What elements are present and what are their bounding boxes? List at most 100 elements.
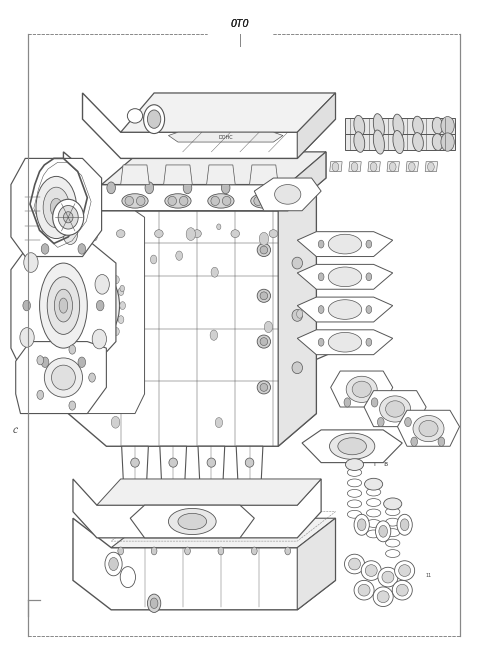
Ellipse shape (43, 187, 70, 228)
Ellipse shape (413, 116, 423, 135)
Ellipse shape (352, 381, 371, 397)
Circle shape (269, 182, 278, 194)
Circle shape (210, 330, 217, 340)
Ellipse shape (231, 230, 240, 238)
Circle shape (318, 240, 324, 248)
Circle shape (24, 253, 38, 273)
Circle shape (221, 182, 230, 194)
Ellipse shape (84, 246, 91, 254)
Ellipse shape (292, 362, 302, 374)
Ellipse shape (364, 478, 383, 490)
Ellipse shape (432, 117, 443, 134)
Circle shape (82, 390, 88, 398)
Polygon shape (206, 165, 235, 185)
Polygon shape (297, 264, 393, 289)
Circle shape (358, 519, 366, 531)
Circle shape (82, 285, 88, 293)
Ellipse shape (84, 292, 91, 300)
Polygon shape (297, 330, 393, 355)
Polygon shape (254, 178, 321, 211)
Ellipse shape (130, 194, 159, 208)
Ellipse shape (392, 580, 412, 600)
Ellipse shape (44, 358, 83, 397)
Polygon shape (73, 518, 336, 610)
Polygon shape (111, 518, 336, 548)
Ellipse shape (95, 294, 108, 317)
Circle shape (99, 338, 105, 346)
Circle shape (120, 285, 124, 292)
Polygon shape (164, 165, 192, 185)
Circle shape (92, 285, 97, 293)
Circle shape (150, 255, 157, 264)
Polygon shape (97, 479, 321, 505)
Ellipse shape (125, 196, 133, 206)
Ellipse shape (354, 132, 365, 152)
Ellipse shape (329, 433, 375, 459)
Ellipse shape (180, 196, 188, 206)
Ellipse shape (382, 571, 394, 583)
Text: DOHC: DOHC (218, 135, 233, 140)
Text: OTO: OTO (230, 19, 250, 29)
Ellipse shape (395, 560, 415, 580)
Ellipse shape (365, 564, 377, 576)
Ellipse shape (377, 591, 389, 602)
Circle shape (176, 251, 182, 260)
Circle shape (95, 275, 109, 294)
Polygon shape (11, 158, 102, 256)
Polygon shape (11, 244, 116, 368)
Circle shape (78, 302, 84, 309)
Circle shape (252, 547, 257, 555)
Circle shape (318, 338, 324, 346)
Polygon shape (168, 132, 283, 142)
Circle shape (37, 390, 44, 399)
Circle shape (397, 514, 412, 535)
Ellipse shape (207, 458, 216, 467)
Ellipse shape (169, 458, 178, 467)
Circle shape (109, 558, 118, 570)
Circle shape (211, 267, 218, 277)
Circle shape (37, 355, 44, 365)
Ellipse shape (251, 194, 277, 208)
Circle shape (82, 338, 88, 346)
Polygon shape (102, 152, 326, 185)
Circle shape (151, 547, 157, 555)
Ellipse shape (338, 438, 366, 455)
Circle shape (375, 521, 391, 542)
Circle shape (78, 357, 85, 367)
Circle shape (120, 566, 135, 587)
Ellipse shape (81, 381, 94, 394)
Polygon shape (120, 93, 336, 132)
Ellipse shape (165, 194, 191, 208)
Ellipse shape (373, 587, 393, 606)
Ellipse shape (393, 114, 404, 137)
Circle shape (287, 307, 294, 317)
Polygon shape (198, 446, 225, 505)
Circle shape (318, 273, 324, 281)
Ellipse shape (59, 298, 68, 313)
Ellipse shape (380, 396, 410, 422)
Ellipse shape (373, 130, 384, 154)
Ellipse shape (257, 289, 271, 302)
Ellipse shape (348, 558, 360, 570)
Circle shape (92, 233, 97, 241)
Circle shape (377, 417, 384, 426)
Circle shape (120, 302, 125, 309)
Ellipse shape (168, 196, 177, 206)
Circle shape (218, 547, 224, 555)
Text: 11: 11 (425, 573, 432, 578)
Polygon shape (406, 162, 419, 171)
Circle shape (96, 300, 104, 311)
Circle shape (185, 547, 191, 555)
Polygon shape (397, 410, 459, 446)
Ellipse shape (134, 196, 156, 206)
Ellipse shape (50, 198, 62, 217)
Polygon shape (102, 178, 326, 208)
Circle shape (20, 328, 34, 348)
Ellipse shape (81, 244, 94, 256)
Polygon shape (73, 479, 321, 538)
Polygon shape (368, 162, 380, 171)
Circle shape (216, 224, 221, 230)
Ellipse shape (84, 338, 91, 346)
Ellipse shape (81, 289, 94, 302)
Circle shape (297, 309, 303, 318)
